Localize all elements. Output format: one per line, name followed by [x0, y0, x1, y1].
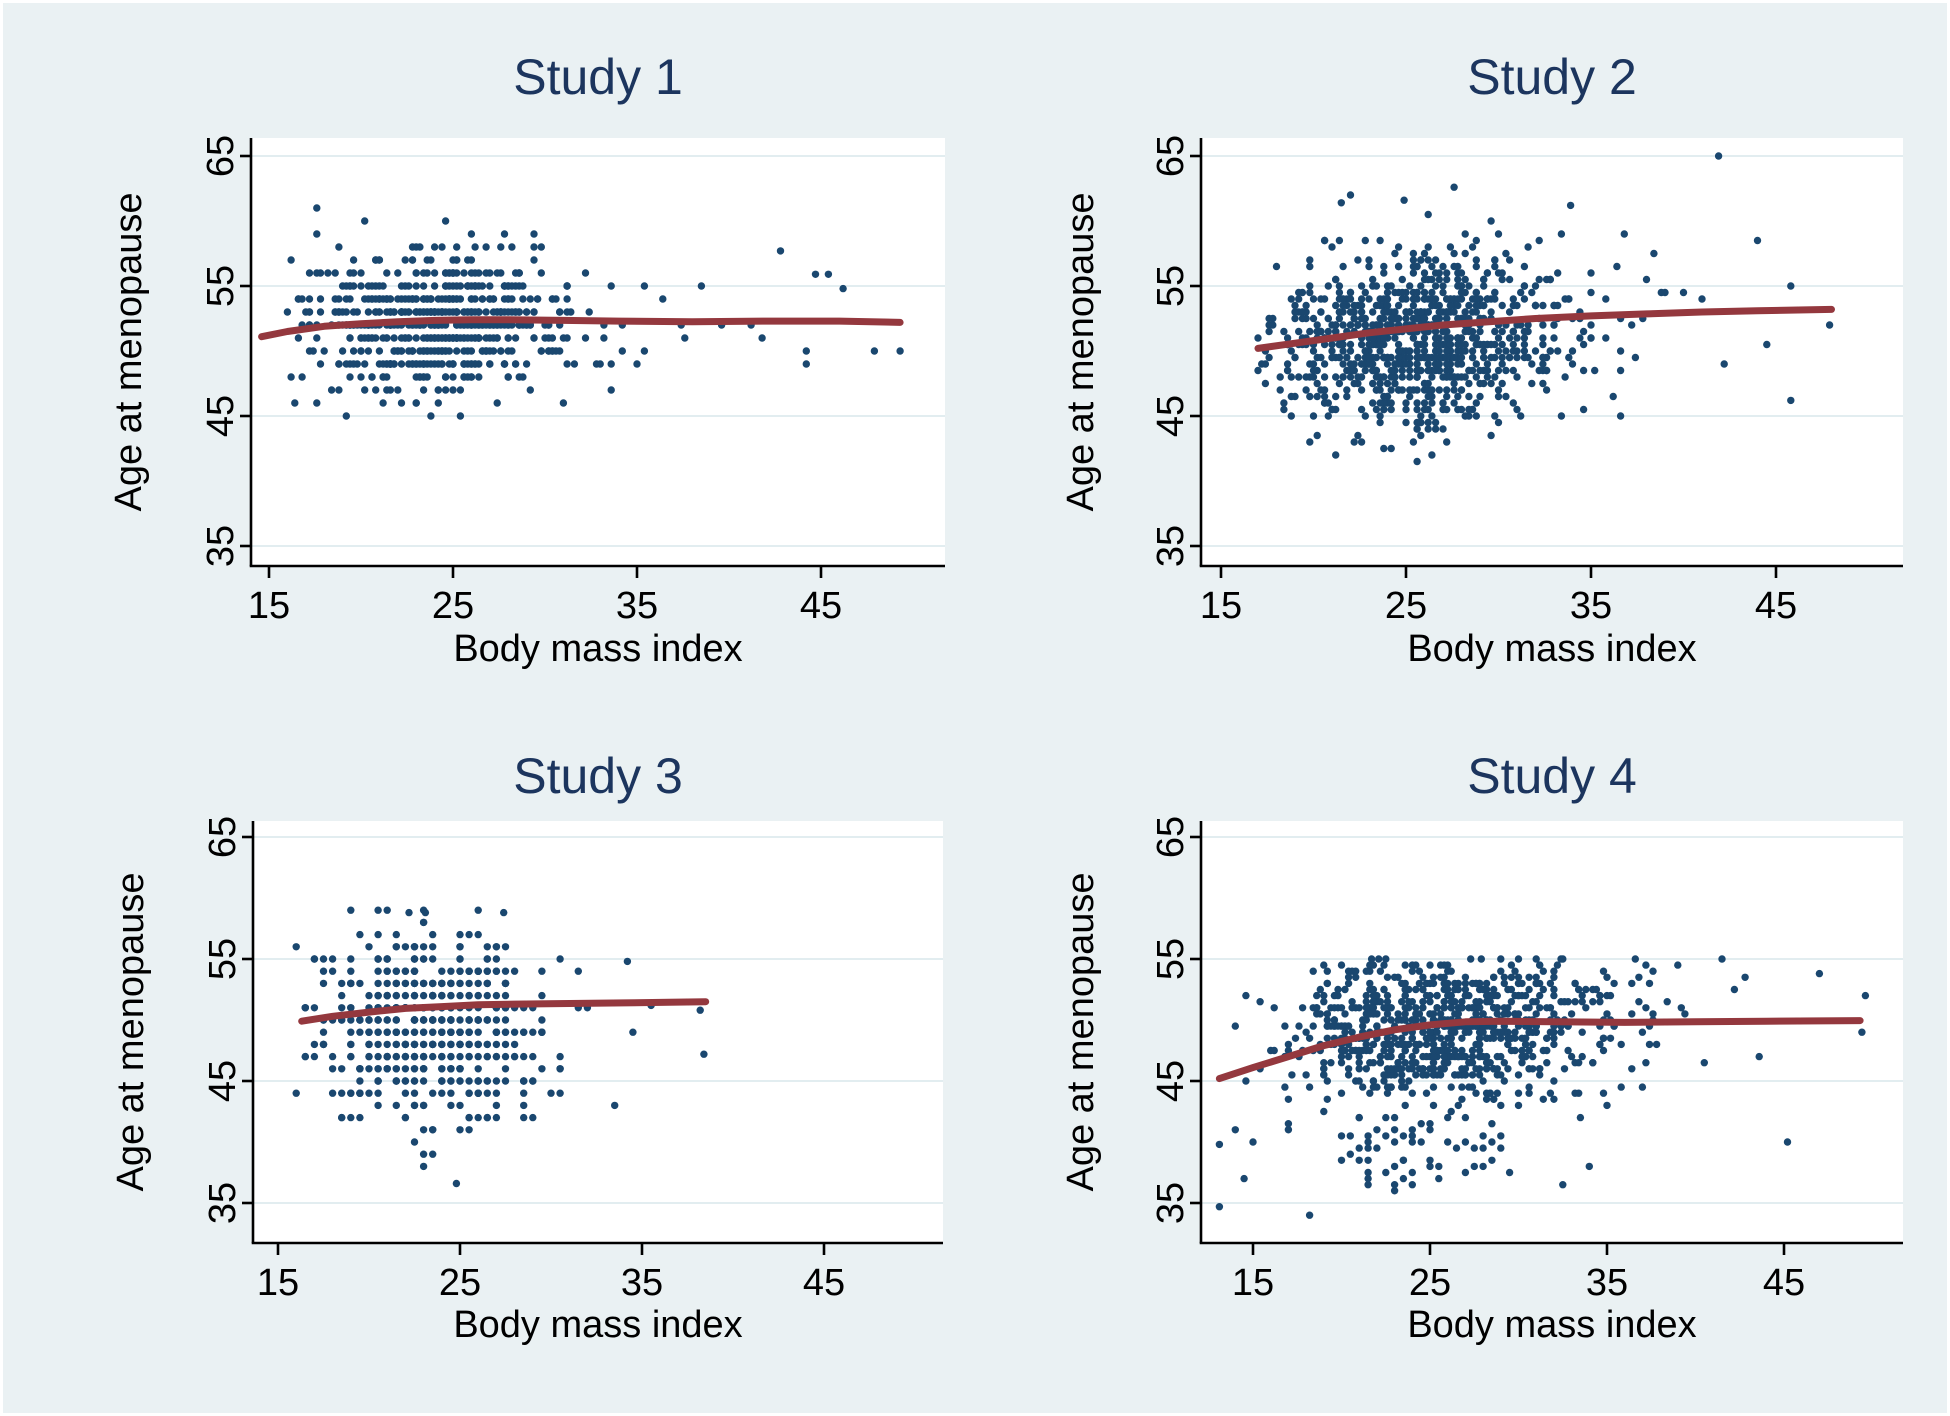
svg-text:45: 45 [1150, 395, 1192, 437]
svg-text:25: 25 [432, 585, 474, 627]
study-1-y-axis-label: Age at menopause [108, 192, 150, 512]
study-4-title: Study 4 [1467, 748, 1637, 804]
svg-text:45: 45 [1763, 1262, 1805, 1304]
svg-text:55: 55 [1150, 265, 1192, 307]
svg-text:55: 55 [202, 938, 244, 980]
svg-text:35: 35 [1570, 585, 1612, 627]
study-4-x-axis-label: Body mass index [1407, 1304, 1697, 1346]
svg-text:15: 15 [1200, 585, 1242, 627]
svg-text:35: 35 [1586, 1262, 1628, 1304]
svg-text:65: 65 [1150, 816, 1192, 858]
svg-text:15: 15 [257, 1262, 299, 1304]
study-2-title: Study 2 [1467, 49, 1637, 105]
svg-text:35: 35 [200, 525, 242, 567]
svg-text:35: 35 [202, 1182, 244, 1224]
study-3-x-axis-label: Body mass index [453, 1304, 743, 1346]
svg-text:35: 35 [1150, 1182, 1192, 1224]
svg-text:45: 45 [200, 395, 242, 437]
svg-text:45: 45 [1150, 1060, 1192, 1102]
study-2-x-axis-label: Body mass index [1407, 628, 1697, 670]
svg-text:65: 65 [200, 135, 242, 177]
study-1-x-axis-label: Body mass index [453, 628, 743, 670]
svg-text:65: 65 [1150, 135, 1192, 177]
svg-text:55: 55 [200, 265, 242, 307]
svg-text:45: 45 [800, 585, 842, 627]
study-2-plot: 35 45 55 65 15 25 35 45 [1150, 135, 1903, 627]
study-3-title: Study 3 [513, 748, 683, 804]
svg-text:25: 25 [439, 1262, 481, 1304]
study-4-plot: 35 45 55 65 15 25 35 45 [1150, 816, 1903, 1304]
svg-text:25: 25 [1385, 585, 1427, 627]
svg-text:35: 35 [616, 585, 658, 627]
svg-text:15: 15 [1232, 1262, 1274, 1304]
svg-text:35: 35 [621, 1262, 663, 1304]
svg-text:35: 35 [1150, 525, 1192, 567]
study-2-y-axis-label: Age at menopause [1060, 192, 1102, 512]
study-4-y-axis-label: Age at menopause [1060, 872, 1102, 1192]
svg-text:25: 25 [1409, 1262, 1451, 1304]
svg-text:45: 45 [1755, 585, 1797, 627]
svg-text:45: 45 [803, 1262, 845, 1304]
svg-text:55: 55 [1150, 938, 1192, 980]
study-1-plot: 35 45 55 65 15 25 35 45 [200, 135, 945, 627]
svg-text:65: 65 [202, 816, 244, 858]
study-3-plot: 35 45 55 65 15 25 35 45 [202, 816, 943, 1304]
svg-text:45: 45 [202, 1060, 244, 1102]
svg-text:15: 15 [248, 585, 290, 627]
study-3-y-axis-label: Age at menopause [110, 872, 152, 1192]
study-1-title: Study 1 [513, 49, 683, 105]
